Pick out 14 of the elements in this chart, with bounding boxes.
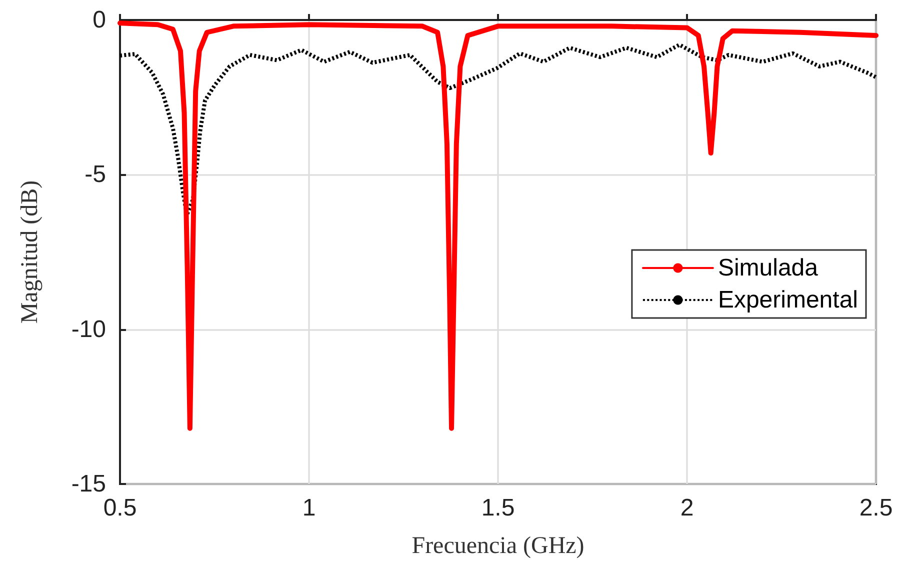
y-tick-label: -5 <box>84 161 106 188</box>
legend-label: Experimental <box>718 286 858 314</box>
y-tick-label: -10 <box>71 316 106 343</box>
y-tick-label: -15 <box>71 470 106 498</box>
x-axis-title: Frecuencia (GHz) <box>412 533 584 559</box>
y-tick-label: 0 <box>92 6 106 34</box>
y-axis-title: Magnitud (dB) <box>17 180 43 324</box>
x-tick-label: 1 <box>302 494 316 522</box>
legend-label: Simulada <box>718 254 819 282</box>
line-series <box>118 42 878 217</box>
x-tick-label: 2.5 <box>859 494 893 522</box>
x-tick-label: 0.5 <box>103 494 137 522</box>
x-tick-label: 1.5 <box>481 494 515 522</box>
x-tick-label: 2 <box>680 494 694 522</box>
